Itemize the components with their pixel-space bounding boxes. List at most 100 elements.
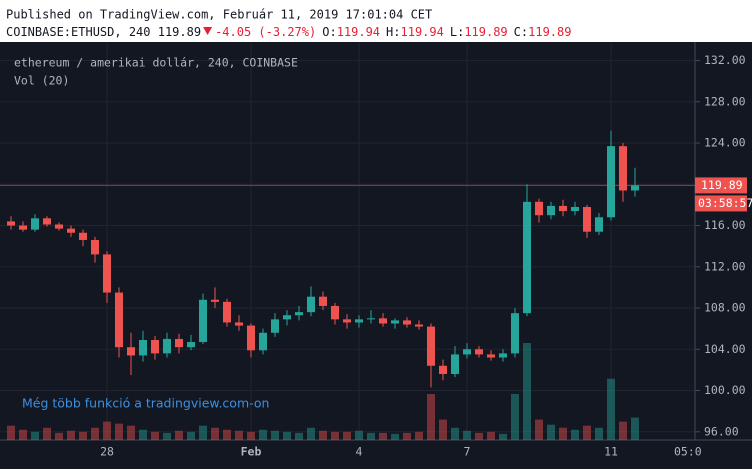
volume-bar — [295, 432, 303, 440]
price-tag — [695, 177, 747, 194]
candle-body — [163, 338, 171, 354]
volume-bar — [463, 430, 471, 440]
candle-body — [367, 318, 375, 320]
candle-body — [559, 205, 567, 212]
candle-body — [595, 217, 603, 232]
candle-body — [427, 326, 435, 366]
candle-body — [271, 319, 279, 333]
volume-bar — [631, 417, 639, 440]
x-tick-label: 11 — [604, 445, 618, 459]
x-tick-label: 4 — [356, 445, 363, 459]
volume-bar — [583, 425, 591, 440]
change: -4.05 (-3.27%) — [215, 25, 316, 39]
candle-body — [223, 301, 231, 323]
candle-body — [607, 146, 615, 218]
candle-body — [127, 347, 135, 356]
published: Published on TradingView.com, Február 11… — [6, 8, 432, 22]
candle-body — [415, 324, 423, 327]
candle-body — [247, 325, 255, 351]
candle-body — [7, 221, 15, 226]
candle-body — [55, 224, 63, 229]
volume-bar — [571, 429, 579, 440]
volume-bar — [427, 394, 435, 440]
candle-body — [631, 185, 639, 191]
candle-body — [391, 320, 399, 324]
volume-bar — [79, 431, 87, 440]
volume-bar — [19, 429, 27, 440]
x-tick-label: 28 — [100, 445, 114, 459]
candle-body — [235, 322, 243, 326]
volume-bar — [439, 419, 447, 440]
volume-bar — [535, 419, 543, 440]
volume-bar — [619, 421, 627, 440]
volume-bar — [403, 432, 411, 440]
volume-bar — [211, 427, 219, 440]
candle-body — [175, 338, 183, 348]
candle-body — [139, 339, 147, 356]
candle-body — [523, 201, 531, 314]
volume-bar — [259, 429, 267, 440]
quote-line: COINBASE:ETHUSD, 240 119.89 -4.05 (-3.27%… — [6, 25, 571, 39]
candle-body — [355, 319, 363, 323]
down-arrow — [203, 27, 213, 35]
y-tick-label: 96.00 — [704, 424, 739, 438]
y-tick-label: 132.00 — [704, 53, 746, 67]
legend-vol: Vol (20) — [14, 74, 69, 88]
volume-bar — [523, 343, 531, 440]
y-tick-label: 104.00 — [704, 342, 746, 356]
volume-bar — [331, 431, 339, 440]
volume-bar — [475, 432, 483, 440]
legend-title: ethereum / amerikai dollár, 240, COINBAS… — [14, 56, 298, 70]
candle-body — [463, 349, 471, 355]
candle-body — [319, 296, 327, 306]
candle-body — [115, 292, 123, 348]
volume-bar — [355, 430, 363, 440]
y-tick-label: 112.00 — [704, 259, 746, 273]
y-tick-label: 100.00 — [704, 383, 746, 397]
candle-body — [547, 205, 555, 216]
candle-body — [499, 353, 507, 358]
candle-body — [19, 225, 27, 230]
x-edge-label: 05:0 — [674, 445, 702, 459]
volume-bar — [271, 430, 279, 440]
volume-bar — [55, 432, 63, 440]
watermark[interactable]: Még több funkció a tradingview.com-on — [22, 396, 269, 411]
volume-bar — [127, 425, 135, 440]
quote-value: 119.94 — [337, 25, 380, 39]
candle-body — [307, 296, 315, 313]
candle-body — [79, 232, 87, 240]
candle-body — [475, 349, 483, 355]
volume-bar — [163, 432, 171, 440]
volume-bar — [415, 431, 423, 440]
quote-label: H: — [386, 25, 400, 39]
candle-body — [211, 299, 219, 302]
volume-bar — [67, 430, 75, 440]
candle-body — [91, 239, 99, 255]
candle-body — [571, 206, 579, 212]
quote-label: C: — [514, 25, 528, 39]
quote-label: O: — [322, 25, 336, 39]
y-tick-label: 124.00 — [704, 136, 746, 150]
volume-bar — [235, 430, 243, 440]
volume-bar — [499, 433, 507, 440]
volume-bar — [451, 427, 459, 440]
candle-body — [43, 218, 51, 225]
candle-body — [199, 299, 207, 343]
volume-bar — [139, 429, 147, 440]
candle-body — [151, 339, 159, 354]
volume-bar — [187, 431, 195, 440]
header-bg — [0, 0, 752, 42]
candle-body — [103, 254, 111, 293]
candle-body — [619, 146, 627, 191]
volume-bar — [43, 427, 51, 440]
plot-bg — [0, 42, 752, 469]
quote-value: 119.94 — [401, 25, 444, 39]
candle-body — [331, 305, 339, 320]
candle-body — [343, 319, 351, 323]
volume-bar — [223, 429, 231, 440]
candle-body — [31, 218, 39, 230]
candle-body — [187, 342, 195, 348]
x-tick-label: Feb — [241, 445, 262, 459]
quote-value: 119.89 — [528, 25, 571, 39]
